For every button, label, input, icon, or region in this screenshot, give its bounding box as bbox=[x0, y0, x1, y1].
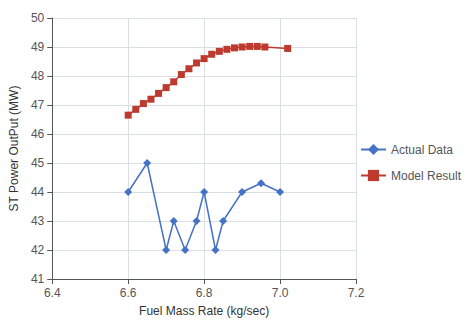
svg-text:46: 46 bbox=[31, 127, 45, 141]
svg-text:Model Result: Model Result bbox=[391, 169, 462, 183]
svg-text:50: 50 bbox=[31, 11, 45, 25]
svg-text:44: 44 bbox=[31, 185, 45, 199]
svg-text:Actual Data: Actual Data bbox=[391, 143, 453, 157]
svg-text:6.4: 6.4 bbox=[44, 286, 61, 300]
svg-text:6.6: 6.6 bbox=[120, 286, 137, 300]
svg-text:45: 45 bbox=[31, 156, 45, 170]
svg-text:49: 49 bbox=[31, 40, 45, 54]
svg-text:42: 42 bbox=[31, 243, 45, 257]
svg-text:ST Power OutPut (MW): ST Power OutPut (MW) bbox=[7, 86, 21, 212]
svg-text:7.0: 7.0 bbox=[272, 286, 289, 300]
svg-text:47: 47 bbox=[31, 98, 45, 112]
svg-text:7.2: 7.2 bbox=[348, 286, 365, 300]
svg-text:48: 48 bbox=[31, 69, 45, 83]
svg-text:6.8: 6.8 bbox=[196, 286, 213, 300]
svg-text:43: 43 bbox=[31, 214, 45, 228]
svg-text:Fuel Mass Rate (kg/sec): Fuel Mass Rate (kg/sec) bbox=[139, 304, 269, 318]
svg-text:41: 41 bbox=[31, 272, 45, 286]
